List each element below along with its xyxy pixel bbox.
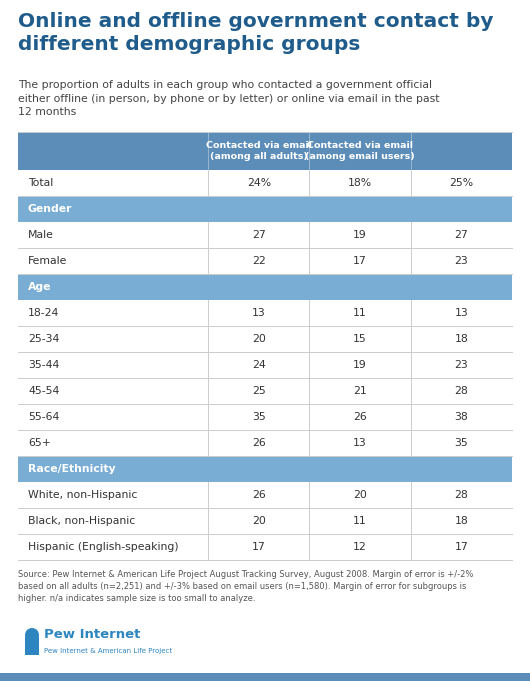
Text: 65+: 65+ xyxy=(28,438,51,448)
Text: 25-34: 25-34 xyxy=(28,334,59,344)
Text: 19: 19 xyxy=(353,230,367,240)
Text: 28: 28 xyxy=(455,490,468,500)
Bar xyxy=(18,404,512,430)
Text: Male: Male xyxy=(28,230,54,240)
Text: 18-24: 18-24 xyxy=(28,308,59,318)
Text: 17: 17 xyxy=(353,256,367,266)
Bar xyxy=(18,248,512,274)
Text: Pew Internet: Pew Internet xyxy=(44,629,140,642)
Bar xyxy=(25,637,39,655)
Text: 18: 18 xyxy=(455,334,468,344)
Text: 12: 12 xyxy=(353,542,367,552)
Text: 19: 19 xyxy=(353,360,367,370)
Text: 15: 15 xyxy=(353,334,367,344)
Text: 27: 27 xyxy=(455,230,468,240)
Text: 26: 26 xyxy=(252,438,266,448)
Bar xyxy=(18,222,512,248)
Text: Source: Pew Internet & American Life Project August Tracking Survey, August 2008: Source: Pew Internet & American Life Pro… xyxy=(18,570,473,603)
Text: 18%: 18% xyxy=(348,178,372,188)
Bar xyxy=(0,673,530,681)
Text: 20: 20 xyxy=(353,490,367,500)
Text: 13: 13 xyxy=(252,308,266,318)
Text: Pew Internet & American Life Project: Pew Internet & American Life Project xyxy=(44,648,172,654)
Bar xyxy=(18,534,512,560)
Bar xyxy=(18,352,512,378)
Bar xyxy=(18,456,512,482)
Text: 11: 11 xyxy=(353,308,367,318)
Bar xyxy=(18,378,512,404)
Bar xyxy=(18,430,512,456)
Bar xyxy=(18,300,512,326)
Text: 23: 23 xyxy=(455,360,468,370)
Text: 24: 24 xyxy=(252,360,266,370)
Text: 27: 27 xyxy=(252,230,266,240)
Text: 26: 26 xyxy=(353,412,367,422)
Text: 45-54: 45-54 xyxy=(28,386,59,396)
Text: 17: 17 xyxy=(252,542,266,552)
Text: 28: 28 xyxy=(455,386,468,396)
Text: 17: 17 xyxy=(455,542,468,552)
Text: Gender: Gender xyxy=(28,204,73,214)
Text: 13: 13 xyxy=(455,308,468,318)
Text: 35-44: 35-44 xyxy=(28,360,59,370)
Text: Black, non-Hispanic: Black, non-Hispanic xyxy=(28,516,135,526)
Bar xyxy=(18,326,512,352)
Text: White, non-Hispanic: White, non-Hispanic xyxy=(28,490,137,500)
Text: Contacted via email
(among email users): Contacted via email (among email users) xyxy=(305,141,415,161)
Bar xyxy=(18,274,512,300)
Text: 25: 25 xyxy=(252,386,266,396)
Text: Total: Total xyxy=(28,178,53,188)
Text: 22: 22 xyxy=(252,256,266,266)
Bar xyxy=(18,132,512,170)
Text: 24%: 24% xyxy=(247,178,271,188)
Text: Female: Female xyxy=(28,256,67,266)
Bar xyxy=(18,482,512,508)
Text: 35: 35 xyxy=(252,412,266,422)
Text: Race/Ethnicity: Race/Ethnicity xyxy=(28,464,116,474)
Bar xyxy=(18,170,512,196)
Text: Online and offline government contact by
different demographic groups: Online and offline government contact by… xyxy=(18,12,493,54)
Text: 25%: 25% xyxy=(449,178,473,188)
Text: Contacted via email
(among all adults): Contacted via email (among all adults) xyxy=(206,141,312,161)
Text: Hispanic (English-speaking): Hispanic (English-speaking) xyxy=(28,542,179,552)
Text: 20: 20 xyxy=(252,334,266,344)
Text: 26: 26 xyxy=(252,490,266,500)
Text: 35: 35 xyxy=(455,438,468,448)
Text: 55-64: 55-64 xyxy=(28,412,59,422)
Text: 20: 20 xyxy=(252,516,266,526)
Text: 11: 11 xyxy=(353,516,367,526)
Text: 23: 23 xyxy=(455,256,468,266)
Text: Age: Age xyxy=(28,282,51,292)
Text: 18: 18 xyxy=(455,516,468,526)
Bar xyxy=(18,196,512,222)
Text: 13: 13 xyxy=(353,438,367,448)
Text: 21: 21 xyxy=(353,386,367,396)
Circle shape xyxy=(25,628,39,642)
Text: The proportion of adults in each group who contacted a government official
eithe: The proportion of adults in each group w… xyxy=(18,80,439,117)
Text: 38: 38 xyxy=(455,412,468,422)
Bar xyxy=(18,508,512,534)
